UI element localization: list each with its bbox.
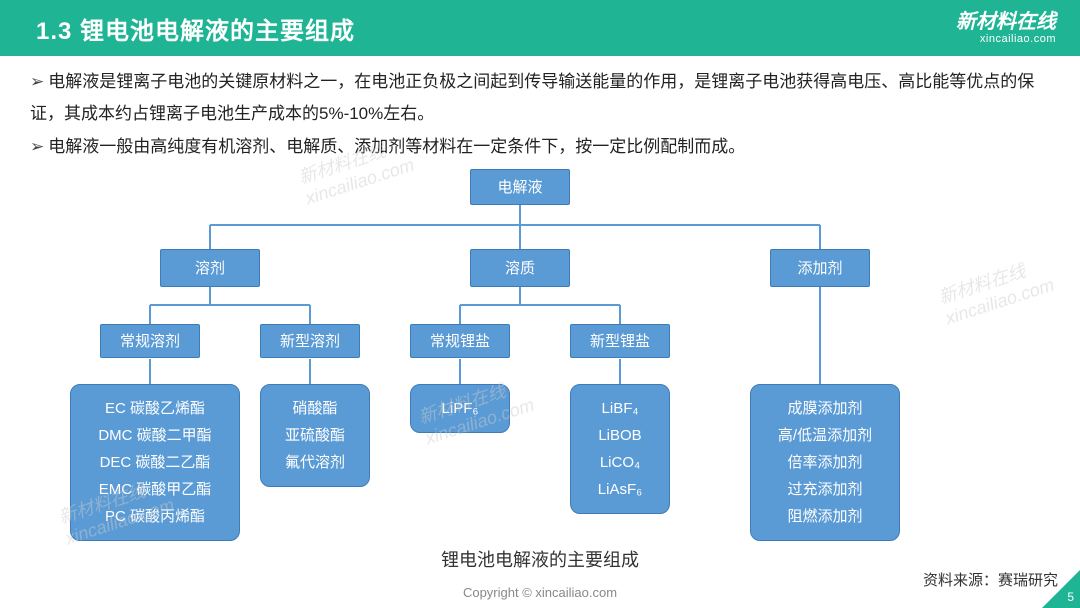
node-solvent-common: 常规溶剂	[100, 324, 200, 358]
hierarchy-diagram: 电解液 溶剂 溶质 添加剂 常规溶剂 新型溶剂 常规锂盐 新型锂盐 EC 碳酸乙…	[30, 169, 1050, 569]
leaf-additive: 成膜添加剂高/低温添加剂倍率添加剂过充添加剂阻燃添加剂	[750, 384, 900, 541]
logo-text: 新材料在线	[956, 11, 1056, 33]
slide-body: 电解液是锂离子电池的关键原材料之一，在电池正负极之间起到传导输送能量的作用，是锂…	[0, 56, 1080, 569]
page-corner	[1042, 570, 1080, 608]
node-solute: 溶质	[470, 249, 570, 287]
diagram-caption: 锂电池电解液的主要组成	[0, 546, 1080, 572]
bullet-1: 电解液是锂离子电池的关键原材料之一，在电池正负极之间起到传导输送能量的作用，是锂…	[30, 66, 1050, 131]
page-number: 5	[1067, 590, 1074, 604]
source-text: 资料来源：赛瑞研究	[923, 569, 1058, 590]
node-solvent: 溶剂	[160, 249, 260, 287]
node-solvent-new: 新型溶剂	[260, 324, 360, 358]
slide-header: 1.3 锂电池电解液的主要组成 新材料在线 xincailiao.com	[0, 0, 1080, 56]
leaf-solvent-common: EC 碳酸乙烯酯DMC 碳酸二甲酯DEC 碳酸二乙酯EMC 碳酸甲乙酯PC 碳酸…	[70, 384, 240, 541]
slide-title: 1.3 锂电池电解液的主要组成	[36, 11, 355, 46]
leaf-solvent-new: 硝酸酯亚硫酸酯氟代溶剂	[260, 384, 370, 487]
copyright-text: Copyright © xincailiao.com	[0, 585, 1080, 600]
node-salt-common: 常规锂盐	[410, 324, 510, 358]
brand-logo: 新材料在线 xincailiao.com	[956, 11, 1056, 45]
bullet-2: 电解液一般由高纯度有机溶剂、电解质、添加剂等材料在一定条件下，按一定比例配制而成…	[30, 131, 1050, 163]
logo-url: xincailiao.com	[956, 33, 1056, 45]
node-salt-new: 新型锂盐	[570, 324, 670, 358]
leaf-salt-common: LiPF₆	[410, 384, 510, 433]
leaf-salt-new: LiBF₄LiBOBLiCO₄LiAsF₆	[570, 384, 670, 514]
node-additive: 添加剂	[770, 249, 870, 287]
node-root: 电解液	[470, 169, 570, 205]
